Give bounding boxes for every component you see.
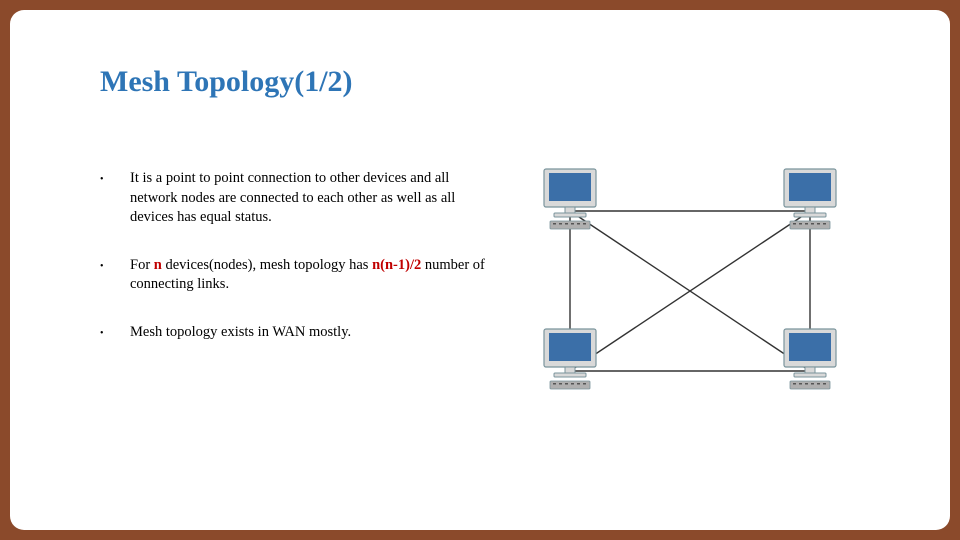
- bullet-text: For n devices(nodes), mesh topology has …: [130, 256, 500, 295]
- mesh-diagram: [520, 169, 870, 429]
- bullet-item: • For n devices(nodes), mesh topology ha…: [100, 256, 500, 295]
- network-svg: [510, 149, 890, 429]
- slide-title: Mesh Topology(1/2): [100, 65, 870, 99]
- bullet-list: • It is a point to point connection to o…: [100, 169, 500, 342]
- bullet-text: Mesh topology exists in WAN mostly.: [130, 323, 500, 343]
- bullet-text: It is a point to point connection to oth…: [130, 169, 500, 228]
- highlight-text: n: [154, 257, 162, 273]
- content-area: • It is a point to point connection to o…: [100, 169, 870, 429]
- highlight-text: n(n-1)/2: [372, 257, 421, 273]
- bullet-item: • Mesh topology exists in WAN mostly.: [100, 323, 500, 343]
- bullet-marker-icon: •: [100, 169, 130, 228]
- text-column: • It is a point to point connection to o…: [100, 169, 500, 429]
- slide: Mesh Topology(1/2) • It is a point to po…: [10, 10, 950, 530]
- bullet-marker-icon: •: [100, 323, 130, 343]
- bullet-item: • It is a point to point connection to o…: [100, 169, 500, 228]
- bullet-marker-icon: •: [100, 256, 130, 295]
